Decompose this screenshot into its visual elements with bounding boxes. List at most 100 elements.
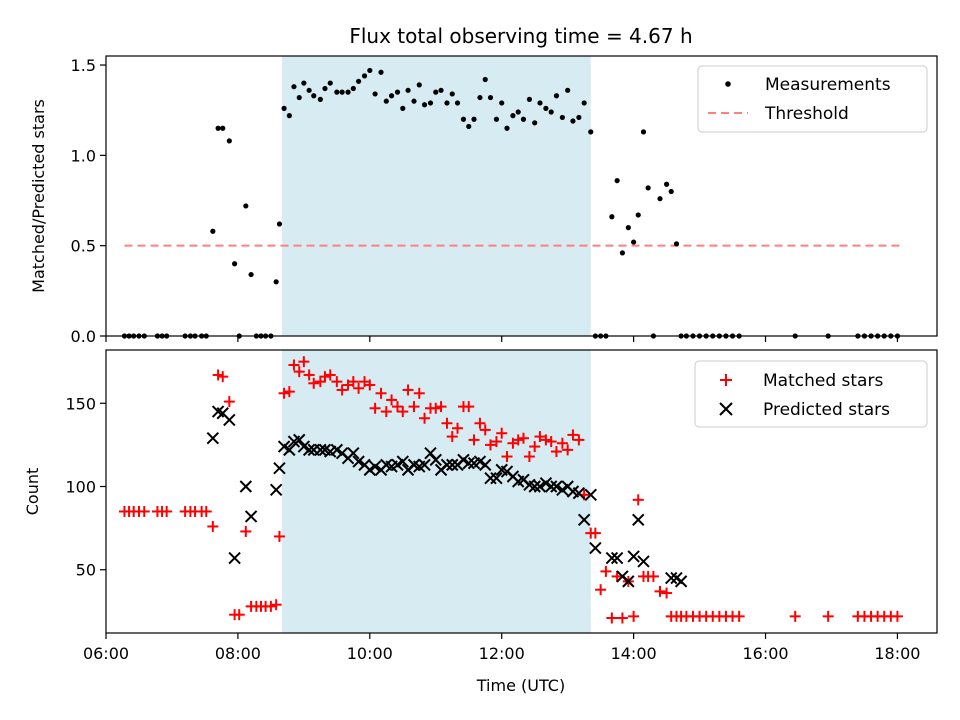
measurement-point: [548, 109, 554, 115]
measurement-point: [631, 239, 637, 245]
measurement-point: [327, 80, 333, 86]
top-legend: Measurements Threshold: [697, 65, 928, 133]
measurement-point: [322, 85, 328, 92]
measurement-point: [499, 100, 505, 106]
measurement-point: [334, 89, 340, 95]
measurement-point: [532, 120, 538, 126]
x-tick-label: 06:00: [83, 644, 129, 663]
matched-star-point: [293, 366, 305, 378]
measurement-point: [243, 203, 249, 209]
measurement-point: [614, 178, 620, 184]
matched-star-point: [595, 584, 607, 596]
matched-star-point: [369, 402, 381, 414]
y-tick-label: 1.0: [71, 146, 96, 165]
measurement-point: [273, 279, 279, 285]
top-legend-box: [697, 65, 928, 133]
matched-star-point: [654, 585, 666, 597]
top-observing-interval-shade: [282, 56, 591, 336]
x-tick-label: 18:00: [874, 644, 920, 663]
matched-star-point: [463, 401, 475, 413]
predicted-star-point: [632, 513, 645, 527]
matched-star-point: [402, 384, 414, 396]
measurement-point: [635, 212, 641, 218]
measurement-point: [520, 116, 527, 122]
measurement-point: [350, 85, 356, 92]
predicted-star-point: [550, 480, 563, 493]
bottom-axes-frame: [105, 349, 938, 634]
measurement-point: [421, 102, 428, 108]
chart-title: Flux total observing time = 4.67 h: [349, 24, 692, 48]
measurement-point: [411, 98, 417, 104]
predicted-star-point: [528, 480, 541, 493]
matched-star-point: [490, 436, 502, 448]
predicted-star-point: [239, 480, 253, 493]
predicted-star-point: [446, 458, 459, 472]
predicted-star-point: [584, 488, 597, 502]
matched-star-point: [324, 369, 336, 381]
measurement-point: [311, 93, 317, 99]
matched-star-point: [233, 609, 245, 621]
matched-star-point: [270, 599, 282, 611]
measurement-point: [565, 87, 571, 93]
predicted-star-point: [283, 443, 296, 457]
matched-star-point: [545, 436, 557, 448]
measurement-point: [487, 94, 494, 101]
predicted-star-point: [627, 550, 640, 563]
matched-star-point: [628, 610, 640, 622]
measurement-point: [673, 241, 680, 247]
measurement-point: [668, 188, 674, 195]
matched-star-point: [529, 441, 541, 453]
matched-star-point: [573, 434, 585, 446]
predicted-star-point: [352, 455, 365, 468]
matched-star-point: [501, 451, 513, 463]
legend-predicted-marker: [719, 402, 733, 416]
measurement-point: [663, 181, 670, 187]
matched-star-point: [408, 401, 420, 413]
x-axis-label: Time (UTC): [476, 676, 565, 695]
matched-star-point: [273, 530, 285, 542]
top-panel: 0.0 0.5 1.0 1.5 Matched/Predicted stars Mea…: [29, 55, 938, 346]
measurement-point: [339, 89, 345, 95]
bottom-y-axis-label: Count: [23, 468, 42, 516]
y-tick-label: 100: [65, 478, 96, 497]
matched-star-point: [435, 401, 447, 413]
y-tick-label: 0.0: [71, 327, 96, 346]
measurement-point: [454, 100, 461, 106]
measurement-point: [296, 94, 302, 101]
matched-star-point: [288, 359, 300, 371]
matched-star-point: [161, 505, 173, 517]
predicted-stars-points: [206, 405, 688, 588]
predicted-star-point: [228, 551, 241, 565]
matched-star-point: [397, 406, 409, 418]
measurement-point: [493, 116, 500, 122]
measurement-point: [482, 76, 488, 83]
matched-star-point: [661, 587, 673, 599]
matched-star-point: [217, 371, 229, 383]
matched-star-point: [386, 394, 398, 406]
matched-star-point: [540, 434, 552, 446]
predicted-star-point: [674, 575, 688, 588]
x-tick-label: 16:00: [742, 644, 788, 663]
matched-star-point: [550, 446, 562, 458]
legend-predicted-label: Predicted stars: [763, 400, 890, 420]
matched-star-point: [303, 369, 315, 381]
matched-star-point: [331, 376, 343, 388]
measurement-point: [210, 228, 216, 234]
matched-star-point: [562, 444, 574, 456]
y-tick-label: 1.5: [71, 56, 96, 75]
measurement-point: [286, 113, 292, 119]
matched-star-point: [298, 356, 310, 368]
measurement-point: [394, 89, 401, 95]
matched-star-point: [647, 570, 659, 582]
measurement-point: [515, 109, 521, 115]
matched-star-point: [789, 610, 801, 622]
predicted-star-point: [589, 541, 602, 555]
measurement-point: [438, 87, 444, 93]
predicted-star-point: [577, 513, 591, 527]
matched-star-point: [308, 377, 320, 389]
measurement-point: [433, 89, 439, 95]
predicted-star-point: [429, 453, 442, 467]
matched-star-point: [496, 427, 508, 439]
measurement-point: [526, 96, 533, 102]
